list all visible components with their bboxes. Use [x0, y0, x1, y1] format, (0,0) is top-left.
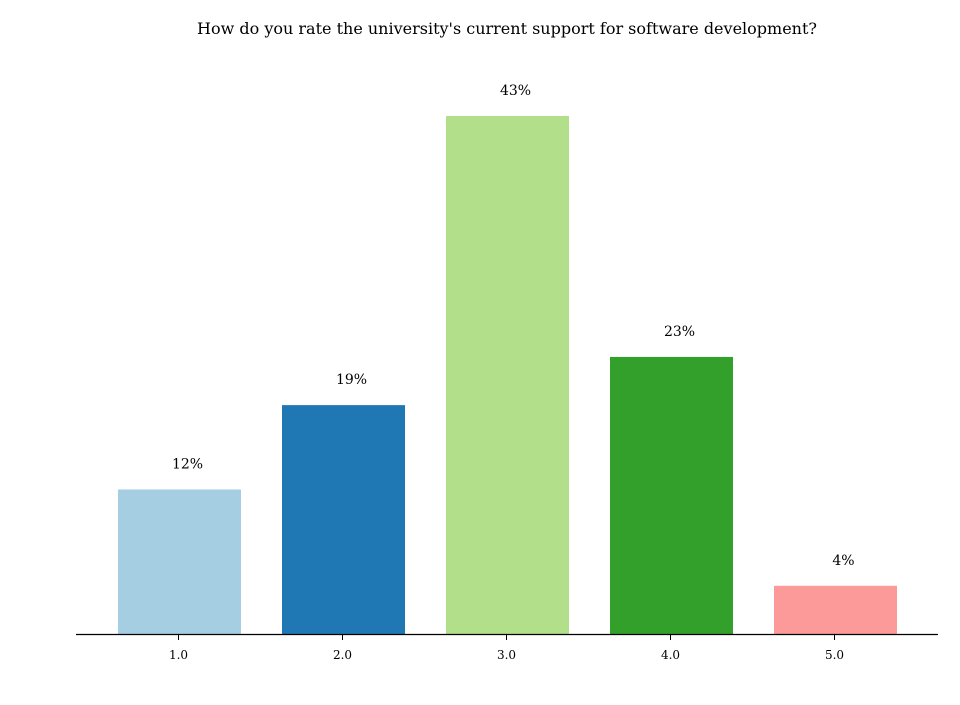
bar-value-label: 12%: [172, 456, 203, 472]
x-tick-label: 4.0: [661, 648, 680, 662]
bar-value-label: 23%: [664, 324, 695, 340]
x-tick-label: 1.0: [169, 648, 188, 662]
x-tick-label: 5.0: [825, 648, 844, 662]
bar-4.0: [610, 356, 733, 634]
chart-title: How do you rate the university's current…: [197, 19, 817, 38]
bar-5.0: [774, 585, 897, 634]
bar-3.0: [446, 116, 569, 634]
x-axis-ticks: 1.0 2.0 3.0 4.0 5.0: [169, 635, 844, 662]
bar-1.0: [118, 489, 241, 634]
bar-value-label: 4%: [832, 553, 854, 569]
bar-2.0: [282, 405, 405, 634]
x-tick-label: 3.0: [497, 648, 516, 662]
bar-value-label: 43%: [500, 83, 531, 99]
x-tick-label: 2.0: [333, 648, 352, 662]
bars-group: 12% 19% 43% 23% 4%: [118, 83, 897, 634]
bar-value-label: 19%: [336, 372, 367, 388]
